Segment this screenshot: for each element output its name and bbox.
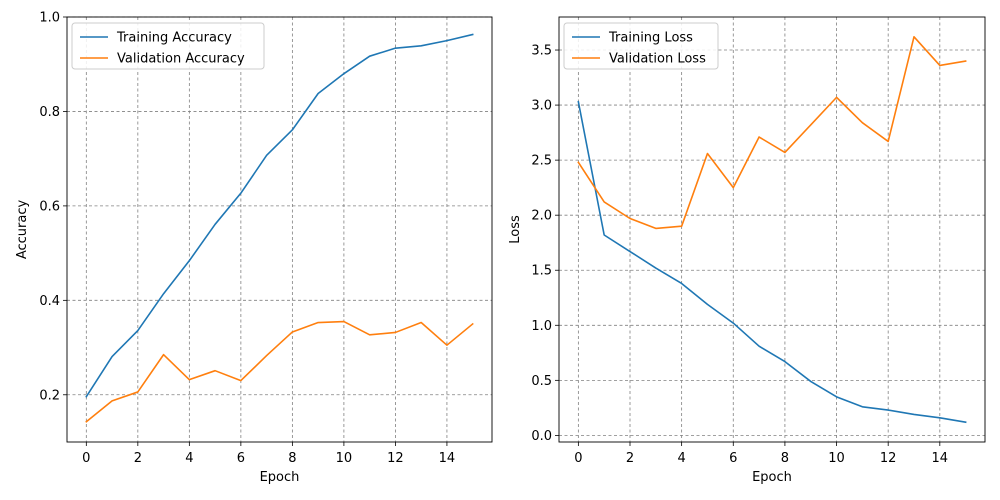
x-tick-label: 8 — [781, 451, 789, 466]
accuracy-chart: 0 2 4 6 8 10 12 14 0.2 0.4 0.6 0.8 1.0 Epoch Accuracy T… — [15, 11, 493, 485]
x-tick-label: 2 — [134, 451, 142, 466]
y-tick-label: 0.8 — [39, 105, 60, 120]
x-tick-label: 2 — [626, 451, 634, 466]
y-tick-label: 0.0 — [531, 429, 552, 444]
x-tick-label: 14 — [439, 451, 456, 466]
y-tick-label: 2.5 — [531, 154, 552, 169]
y-tick-label: 1.5 — [531, 264, 552, 279]
x-tick-label: 10 — [336, 451, 353, 466]
series-line-training-accuracy — [85, 33, 474, 398]
plot-frame — [558, 16, 986, 443]
y-tick-label: 3.5 — [531, 44, 552, 59]
legend-box — [71, 22, 265, 70]
series-line-validation-loss — [577, 36, 967, 230]
legend-box — [563, 22, 719, 70]
plot-frame — [66, 16, 493, 443]
legend: Training Loss Validation Loss — [563, 22, 719, 70]
y-axis-label: Accuracy — [15, 200, 30, 260]
x-tick-label: 0 — [82, 451, 90, 466]
x-axis-label: Epoch — [260, 470, 300, 485]
x-tick-label: 0 — [574, 451, 582, 466]
x-tick-label: 10 — [828, 451, 845, 466]
x-tick-label: 4 — [185, 451, 193, 466]
y-tick-label: 1.0 — [39, 11, 60, 26]
x-tick-label: 12 — [880, 451, 897, 466]
x-tick-label: 8 — [288, 451, 296, 466]
legend: Training Accuracy Validation Accuracy — [71, 22, 265, 70]
y-tick-label: 0.4 — [39, 294, 60, 309]
legend-entry: Training Accuracy — [116, 31, 232, 46]
loss-chart: 0 2 4 6 8 10 12 14 0.0 0.5 1.0 1.5 2.0 2.5 3.0 3.5 Epoch… — [508, 16, 986, 485]
x-tick-label: 12 — [387, 451, 404, 466]
y-tick-label: 0.6 — [39, 199, 60, 214]
x-tick-label: 6 — [729, 451, 737, 466]
y-tick-label: 3.0 — [531, 99, 552, 114]
y-tick-label: 0.2 — [39, 388, 60, 403]
series-line-validation-accuracy — [85, 320, 474, 423]
y-tick-label: 2.0 — [531, 209, 552, 224]
legend-entry: Validation Loss — [609, 52, 706, 67]
series-line-training-loss — [577, 100, 967, 424]
legend-entry: Training Loss — [608, 31, 693, 46]
y-axis-label: Loss — [508, 215, 523, 244]
y-tick-label: 0.5 — [531, 374, 552, 389]
x-tick-label: 6 — [237, 451, 245, 466]
x-axis-label: Epoch — [752, 470, 792, 485]
x-tick-label: 4 — [677, 451, 685, 466]
x-tick-label: 14 — [932, 451, 949, 466]
y-tick-label: 1.0 — [531, 319, 552, 334]
legend-entry: Validation Accuracy — [117, 52, 245, 67]
